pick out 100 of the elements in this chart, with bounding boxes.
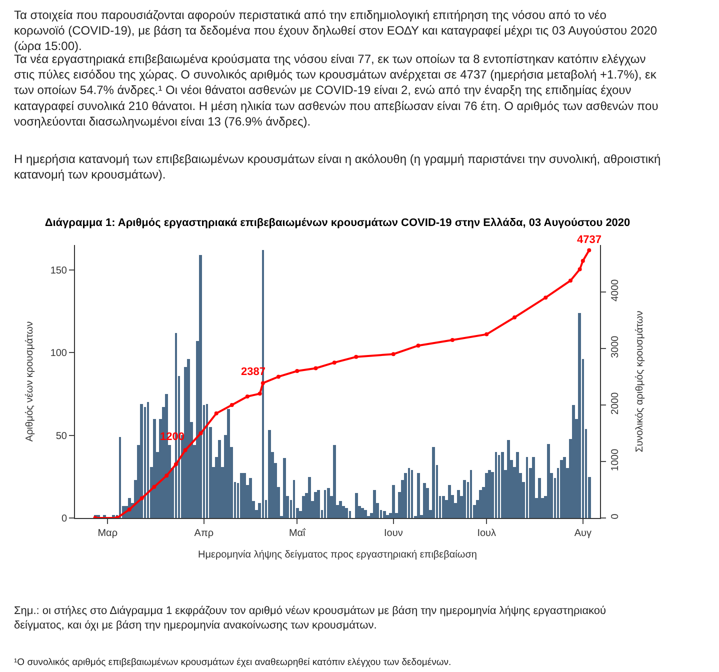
point xyxy=(127,508,132,512)
y2-tick-label: 4000 xyxy=(610,278,621,302)
bar xyxy=(532,457,535,518)
x-tick-label: Απρ xyxy=(194,528,214,539)
bar xyxy=(240,473,243,518)
text: Τα στοιχεία που παρουσιάζονται αφορούν περιστατικά από την επιδημιολογική επιτήρηση της νόσου από το νέο κορωνοϊό (COVID-19), με βάση τα δεδομένα που έχουν δηλωθεί στον ΕΟΔΥ και καταγραφεί μέχρι τις 03 Αυγούστου 2020 (ώρα 15:00). xyxy=(14,8,658,54)
bar xyxy=(361,508,364,518)
chart-title: Διάγραμμα 1: Αριθμός εργαστηριακά επιβεβαιωμένων κρουσμάτων COVID-19 στην Ελλάδα, 03 Αυγούστου 2020 xyxy=(44,216,630,229)
bar xyxy=(383,511,386,518)
bar xyxy=(283,458,286,518)
bar xyxy=(373,490,376,518)
bar xyxy=(249,478,252,518)
x-tick-label: Ιουλ xyxy=(477,528,496,539)
bar xyxy=(175,333,177,518)
x-axis-title: Ημερομηνία λήψης δείγματος προς εργαστηριακή επιβεβαίωση xyxy=(198,550,477,560)
bar xyxy=(314,492,317,518)
point xyxy=(198,431,203,436)
point xyxy=(140,496,144,500)
x-tick-label: Μαΐ xyxy=(288,528,306,539)
y-tick-label: 150 xyxy=(50,265,68,276)
bar xyxy=(302,496,305,518)
bar xyxy=(268,430,271,518)
bar xyxy=(417,473,420,518)
point xyxy=(295,369,300,374)
x-tick-label: Αυγ xyxy=(574,528,592,539)
point xyxy=(544,296,548,300)
bar xyxy=(227,409,230,518)
bar xyxy=(262,250,264,518)
bar xyxy=(392,485,395,518)
bar xyxy=(349,511,351,518)
y2-axis-title: Συνολικός αριθμός κρουσμάτων xyxy=(634,310,646,452)
bar xyxy=(218,440,221,518)
y2-tick-label: 1000 xyxy=(610,448,621,472)
bar xyxy=(485,473,488,518)
point xyxy=(580,258,585,263)
bar xyxy=(408,468,410,518)
bar xyxy=(538,478,541,518)
bar xyxy=(333,445,336,518)
x-tick-label: Ιουν xyxy=(384,528,403,539)
bar xyxy=(547,444,550,518)
bar xyxy=(498,455,500,518)
bar xyxy=(501,452,504,518)
bar xyxy=(457,490,460,518)
bar xyxy=(495,452,497,518)
bar xyxy=(206,404,208,518)
point xyxy=(450,338,454,342)
point xyxy=(230,402,234,407)
bar xyxy=(463,480,466,518)
point xyxy=(416,344,420,348)
point xyxy=(214,411,218,416)
bar xyxy=(147,402,149,518)
text: Η ημερήσια κατανομή των επιβεβαιωμένων κρουσμάτων είναι η ακόλουθη (η γραμμή παριστάνει την συνολική, αθροιστική κατανομή των κρουσμάτων). xyxy=(14,152,661,182)
bar xyxy=(140,404,143,518)
text: Σημ.: οι στήλες στο Διάγραμμα 1 εκφράζουν τον αριθμό νέων κρουσμάτων με βάση την ημερομηνία λήψης εργαστηριακού δείγματος, και όχι με βάση την ημερομηνία ανακοίνωσης των κρουσμάτων. xyxy=(14,605,606,632)
bar xyxy=(470,470,472,518)
bar xyxy=(411,470,413,518)
y2-tick-label: 3000 xyxy=(610,335,621,358)
point xyxy=(578,267,582,272)
y-tick-label: 100 xyxy=(50,348,68,360)
bar xyxy=(187,359,190,518)
annotation: 4737 xyxy=(577,234,602,246)
point xyxy=(164,474,169,478)
x-tick-label: Μαρ xyxy=(98,528,118,539)
bar xyxy=(423,483,426,518)
point xyxy=(484,332,489,336)
y-tick-label: 50 xyxy=(56,430,68,442)
point xyxy=(258,392,262,396)
bar xyxy=(572,405,575,518)
point xyxy=(276,374,280,379)
point xyxy=(391,352,396,356)
y-axis-title: Αριθμός νέων κρουσμάτων xyxy=(24,321,36,442)
point xyxy=(354,354,358,359)
bar xyxy=(308,477,311,518)
bar xyxy=(345,508,348,518)
point xyxy=(314,366,318,370)
point xyxy=(587,248,592,252)
text: Τα νέα εργαστηριακά επιβεβαιωμένα κρούσματα της νόσου είναι 77, εκ των οποίων τα 8 εντοπίστηκαν κατόπιν ελέγχων στις πύλες εισόδου της χώρας. Ο συνολικός αριθμός των κρουσμάτων ανέρχεται σε 4737 (ημερήσια μεταβολή +1.7%), εκ των οποίων 54.7% άνδρες.¹ Οι νέοι θάνατοι ασθενών με COVID-19 είναι 2, ενώ από την έναρξη της επιδημίας έχουν καταγραφεί συνολικά 210 θάνατοι. Η μέση ηλικία των ασθενών που απεβίωσαν είναι 76 έτη. Ο αριθμός των ασθενών που νοσηλεύονται διασωληνωμένοι είναι 13 (76.9% άνδρες). xyxy=(14,52,658,128)
point xyxy=(152,484,156,489)
bar xyxy=(526,457,528,518)
bar xyxy=(324,490,326,518)
point xyxy=(260,381,265,386)
bar xyxy=(448,485,451,518)
y-tick-label: 0 xyxy=(61,514,68,524)
point xyxy=(174,462,178,466)
bar xyxy=(153,419,156,518)
bar xyxy=(119,437,121,518)
bar xyxy=(364,510,367,518)
bar xyxy=(560,460,563,518)
bar xyxy=(442,496,445,518)
bar xyxy=(386,515,389,518)
bar xyxy=(507,440,510,518)
bar xyxy=(355,493,358,518)
point xyxy=(332,360,336,365)
bar xyxy=(327,488,330,518)
bar xyxy=(578,313,581,518)
y2-tick-label: 2000 xyxy=(610,392,621,415)
text: ¹Ο συνολικός αριθμός επιβεβαιωμένων κρουσμάτων έχει αναθεωρηθεί κατόπιν ελέγχου των δεδομένων. xyxy=(14,657,452,668)
point xyxy=(183,448,188,452)
bar xyxy=(199,255,202,518)
bar xyxy=(293,480,295,518)
